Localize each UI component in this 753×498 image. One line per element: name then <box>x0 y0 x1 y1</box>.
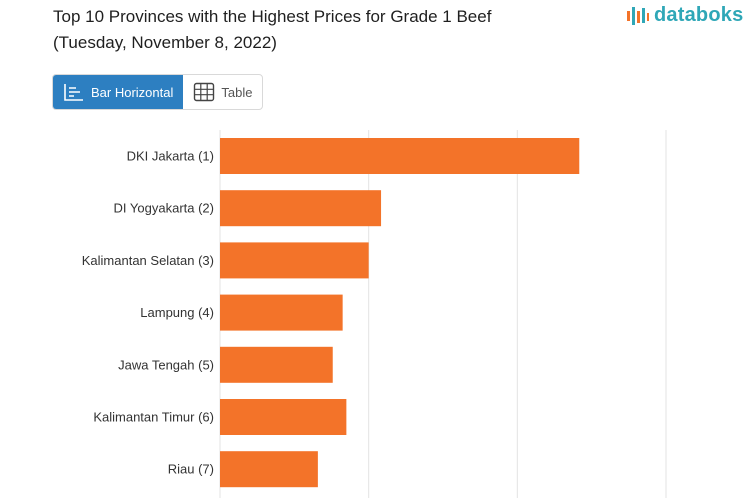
chart-title-line1: Top 10 Provinces with the Highest Prices… <box>53 7 492 26</box>
bar-horizontal-icon <box>64 84 83 101</box>
chart-title-line2: (Tuesday, November 8, 2022) <box>53 33 277 52</box>
table-grid-icon <box>194 82 215 102</box>
bar-horizontal-button[interactable]: Bar Horizontal <box>53 75 184 109</box>
bar[interactable] <box>220 451 318 488</box>
view-toggle: Bar Horizontal Table <box>52 74 264 110</box>
brand-logo[interactable]: databoks <box>626 4 743 27</box>
bar[interactable] <box>220 294 343 331</box>
bar[interactable] <box>220 242 369 279</box>
category-label: DKI Jakarta (1) <box>127 149 214 164</box>
bar[interactable] <box>220 138 580 174</box>
databoks-logo-icon <box>627 6 649 25</box>
category-label: Jawa Tengah (5) <box>118 357 214 372</box>
category-label: Riau (7) <box>168 462 214 477</box>
brand-logo-text: databoks <box>654 4 744 26</box>
category-label: Kalimantan Selatan (3) <box>82 253 214 268</box>
category-label: Kalimantan Timur (6) <box>93 410 214 425</box>
table-label: Table <box>221 84 253 100</box>
bar[interactable] <box>220 399 347 435</box>
category-label: Lampung (4) <box>140 305 214 320</box>
category-label: DI Yogyakarta (2) <box>114 201 214 216</box>
chart-title: Top 10 Provinces with the Highest Prices… <box>53 4 491 56</box>
bar[interactable] <box>220 346 333 383</box>
bar-horizontal-label: Bar Horizontal <box>91 84 174 100</box>
table-button[interactable]: Table <box>183 75 262 109</box>
bar[interactable] <box>220 190 382 227</box>
